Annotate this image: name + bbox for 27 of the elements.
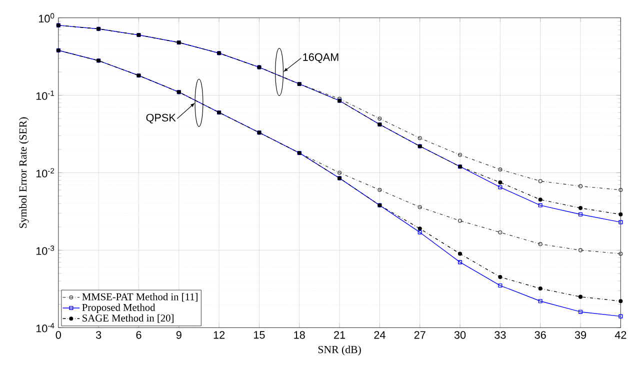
legend-label: MMSE-PAT Method in [11] [82, 292, 198, 302]
x-tick-label: 36 [534, 331, 546, 339]
y-tick-label: 10$^{-4}$ [36, 322, 54, 332]
x-tick-label: 3 [96, 331, 102, 339]
y-axis-title: Symbol Error Rate (SER) [18, 117, 29, 228]
legend-label: Proposed Method [82, 304, 156, 313]
x-tick-label: 18 [294, 331, 305, 339]
y-tick-label: 10$^{-3}$ [36, 245, 54, 255]
x-tick-label: 12 [214, 331, 225, 339]
x-tick-label: 0 [56, 331, 61, 339]
y-tick-label: 10$^{0}$ [38, 13, 54, 22]
x-tick-label: 27 [414, 331, 426, 339]
y-tick-label: 10$^{-2}$ [36, 168, 54, 178]
x-tick-label: 15 [254, 331, 265, 339]
x-tick-label: 24 [374, 331, 386, 339]
x-axis-title: SNR (dB) [318, 346, 361, 356]
x-tick-label: 9 [176, 331, 182, 339]
x-tick-label: 42 [614, 331, 626, 339]
annotation: QPSK [146, 114, 176, 124]
x-tick-label: 30 [454, 331, 466, 339]
y-tick-label: 10$^{-1}$ [36, 90, 54, 100]
x-tick-label: 33 [494, 331, 506, 339]
x-tick-label: 21 [334, 331, 346, 339]
x-tick-label: 39 [574, 331, 586, 339]
annotation: 16QAM [303, 53, 338, 63]
legend-label: SAGE Method in [20] [82, 314, 174, 323]
x-tick-label: 6 [136, 331, 142, 339]
